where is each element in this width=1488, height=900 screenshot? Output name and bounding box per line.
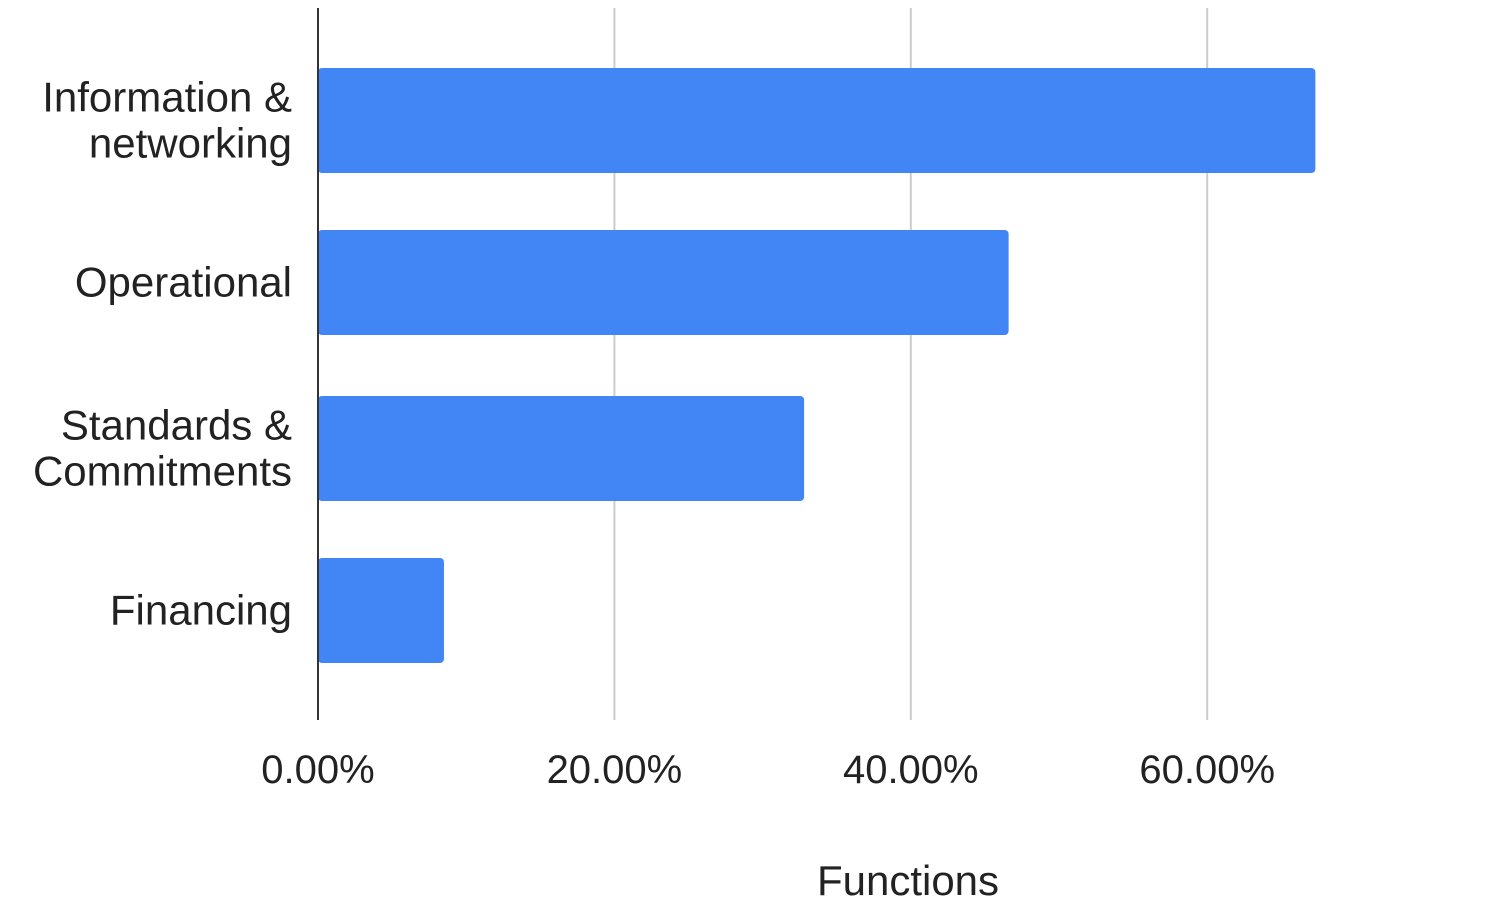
category-label-2: Standards & Commitments	[33, 402, 292, 495]
x-tick-label-0: 0.00%	[261, 748, 374, 792]
bar-3	[318, 558, 444, 663]
bars	[318, 68, 1316, 663]
bar-2	[318, 396, 805, 501]
category-label-1: Operational	[75, 259, 292, 306]
bar-1	[318, 230, 1009, 335]
x-tick-label-1: 20.00%	[547, 748, 683, 792]
x-tick-label-2: 40.00%	[843, 748, 979, 792]
x-tick-label-3: 60.00%	[1139, 748, 1275, 792]
category-labels: Information & networking Operational Standa…	[33, 74, 292, 634]
bar-0	[318, 68, 1316, 173]
x-tick-labels: 0.00% 20.00% 40.00% 60.00%	[261, 748, 1275, 792]
category-label-0: Information & networking	[42, 74, 292, 167]
category-label-3: Financing	[110, 587, 292, 634]
x-axis-title: Functions	[817, 857, 999, 900]
